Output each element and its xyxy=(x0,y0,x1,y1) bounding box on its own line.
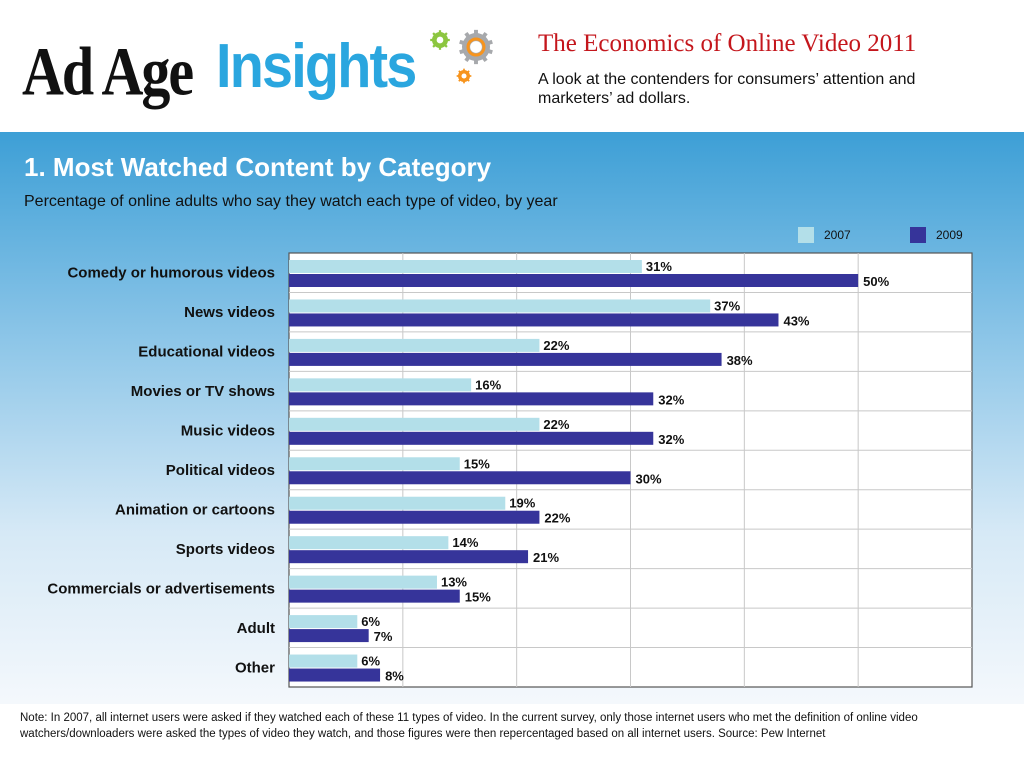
category-label: Other xyxy=(235,659,275,676)
category-label: Animation or cartoons xyxy=(115,501,275,518)
data-label-2007: 37% xyxy=(714,298,740,313)
data-label-2007: 16% xyxy=(475,377,501,392)
orange-gear-icon xyxy=(456,68,472,84)
data-label-2009: 50% xyxy=(863,274,889,289)
bar-2009 xyxy=(289,668,381,682)
bar-2007 xyxy=(289,536,449,550)
bar-2007 xyxy=(289,457,460,471)
bar-2009 xyxy=(289,550,529,564)
data-label-2007: 19% xyxy=(509,496,535,511)
category-label: Movies or TV shows xyxy=(131,383,275,400)
legend-label-2009: 2009 xyxy=(936,228,963,242)
data-label-2009: 38% xyxy=(727,353,753,368)
category-label: Commercials or advertisements xyxy=(47,580,275,597)
report-title: The Economics of Online Video 2011 xyxy=(538,30,917,57)
legend-swatch-2007 xyxy=(798,227,814,243)
data-label-2009: 43% xyxy=(783,313,809,328)
green-gear-icon xyxy=(430,30,450,50)
bar-2009 xyxy=(289,313,779,327)
bar-2007 xyxy=(289,654,358,668)
data-label-2007: 13% xyxy=(441,575,467,590)
bar-2009 xyxy=(289,629,369,643)
bar-2007 xyxy=(289,260,642,273)
data-label-2009: 32% xyxy=(658,432,684,447)
report-subtitle: A look at the contenders for consumers’ … xyxy=(538,71,916,107)
bar-2007 xyxy=(289,378,472,392)
data-label-2007: 14% xyxy=(452,535,478,550)
bar-2009 xyxy=(289,471,631,485)
category-label: Sports videos xyxy=(176,541,275,558)
data-label-2009: 22% xyxy=(544,511,570,526)
data-label-2009: 8% xyxy=(385,669,404,684)
data-label-2007: 22% xyxy=(543,417,569,432)
bar-2007 xyxy=(289,496,506,510)
data-label-2007: 6% xyxy=(361,654,380,669)
bar-2009 xyxy=(289,274,859,287)
chart-title: 1. Most Watched Content by Category xyxy=(24,152,492,182)
data-label-2009: 30% xyxy=(636,471,662,486)
bar-2009 xyxy=(289,510,540,524)
data-label-2007: 22% xyxy=(543,338,569,353)
data-label-2009: 32% xyxy=(658,392,684,407)
bar-2007 xyxy=(289,417,540,431)
category-label: Comedy or humorous videos xyxy=(67,265,275,282)
bar-2007 xyxy=(289,615,358,629)
bar-2009 xyxy=(289,392,654,406)
category-label: Adult xyxy=(237,620,275,637)
bar-2007 xyxy=(289,338,540,352)
category-label: Music videos xyxy=(181,423,275,440)
data-label-2009: 7% xyxy=(374,629,393,644)
data-label-2007: 31% xyxy=(646,259,672,274)
logo-insights: Insights xyxy=(216,32,417,101)
chart-subtitle: Percentage of online adults who say they… xyxy=(24,193,558,210)
bar-2009 xyxy=(289,431,654,445)
bar-2009 xyxy=(289,589,460,603)
bar-2007 xyxy=(289,299,711,313)
bar-2007 xyxy=(289,575,437,589)
data-label-2007: 15% xyxy=(464,456,490,471)
data-label-2009: 21% xyxy=(533,550,559,565)
legend-swatch-2009 xyxy=(910,227,926,243)
category-label: Educational videos xyxy=(138,344,275,361)
legend-label-2007: 2007 xyxy=(824,228,851,242)
category-label: News videos xyxy=(184,304,275,321)
category-label: Political videos xyxy=(166,462,275,479)
header: Ad Age Insights The Economics of Online … xyxy=(0,0,1024,132)
data-label-2007: 6% xyxy=(361,614,380,629)
gears-icon xyxy=(430,29,493,84)
logo-ad-age: Ad Age xyxy=(22,33,194,110)
bar-2009 xyxy=(289,352,722,366)
grey-gear-icon xyxy=(459,29,493,65)
bar-chart: Comedy or humorous videos 31% 50% News vide… xyxy=(47,252,973,688)
footnote: Note: In 2007, all internet users were a… xyxy=(20,712,918,740)
data-label-2009: 15% xyxy=(465,590,491,605)
